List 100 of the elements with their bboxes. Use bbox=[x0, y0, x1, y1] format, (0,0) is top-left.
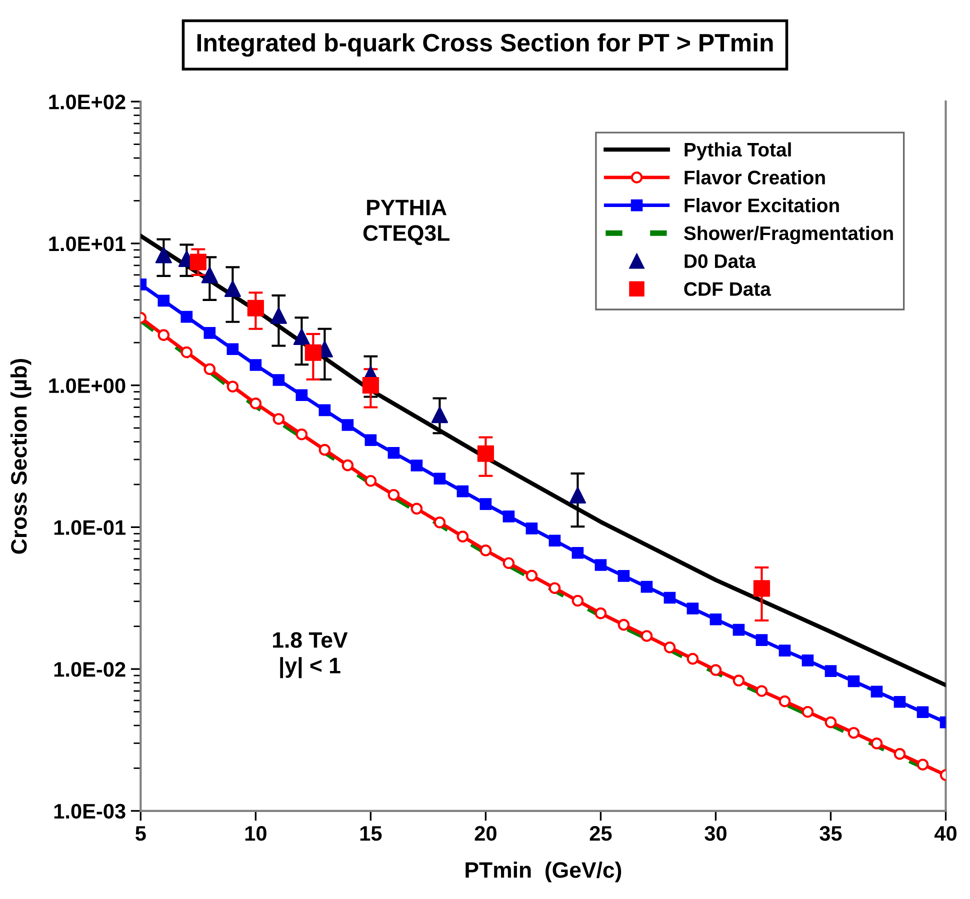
y-tick-label: 1.0E+01 bbox=[49, 236, 126, 252]
point bbox=[526, 522, 538, 534]
point bbox=[155, 246, 172, 264]
point bbox=[180, 310, 193, 323]
point bbox=[756, 685, 768, 697]
point bbox=[456, 530, 469, 542]
point bbox=[572, 546, 584, 559]
y-tick-label: 1.0E-01 bbox=[54, 520, 126, 535]
point bbox=[732, 624, 745, 636]
x-tick-label: 10 bbox=[245, 826, 266, 841]
legend-label: Flavor Excitation bbox=[684, 198, 839, 212]
point bbox=[410, 502, 423, 515]
point bbox=[224, 280, 241, 297]
point bbox=[410, 460, 423, 472]
point bbox=[640, 630, 653, 642]
point bbox=[250, 398, 262, 410]
point bbox=[204, 327, 216, 339]
point bbox=[434, 472, 446, 485]
point bbox=[158, 294, 170, 307]
x-tick-label: 5 bbox=[136, 826, 146, 841]
point bbox=[710, 664, 722, 676]
point bbox=[548, 534, 561, 547]
point bbox=[456, 485, 469, 498]
point bbox=[664, 642, 676, 654]
point bbox=[201, 266, 218, 284]
x-tick-label: 20 bbox=[474, 826, 496, 841]
point bbox=[204, 363, 216, 376]
legend-label: Shower/Fragmentation bbox=[684, 226, 893, 244]
point bbox=[434, 516, 446, 528]
point bbox=[848, 726, 860, 739]
point bbox=[894, 748, 906, 760]
point bbox=[342, 419, 354, 431]
y-tick-label: 1.0E-03 bbox=[54, 804, 126, 819]
point bbox=[318, 444, 331, 456]
point bbox=[569, 486, 586, 504]
legend-label: Pythia Total bbox=[684, 142, 791, 160]
point bbox=[870, 738, 883, 750]
point bbox=[247, 300, 264, 316]
annotation: PYTHIA CTEQ3L bbox=[363, 200, 450, 246]
point bbox=[824, 716, 837, 728]
point bbox=[848, 675, 860, 688]
y-axis-title: Cross Section (µb) bbox=[10, 358, 32, 554]
point bbox=[272, 413, 285, 425]
point bbox=[870, 686, 883, 698]
point bbox=[618, 570, 630, 582]
point bbox=[640, 580, 653, 593]
point bbox=[732, 674, 745, 686]
point bbox=[824, 665, 837, 677]
point bbox=[710, 613, 722, 626]
point bbox=[364, 474, 377, 487]
point bbox=[296, 428, 308, 440]
x-tick-label: 15 bbox=[360, 826, 382, 841]
legend-label: Flavor Creation bbox=[684, 170, 825, 184]
annotation: 1.8 TeV |y| < 1 bbox=[273, 632, 348, 678]
chart-title: Integrated b-quark Cross Section for PT > PTmin bbox=[197, 33, 773, 57]
point bbox=[778, 695, 791, 708]
point bbox=[572, 594, 584, 607]
point bbox=[226, 343, 239, 356]
point bbox=[664, 592, 676, 604]
point bbox=[342, 459, 354, 472]
x-axis-title: PTmin (GeV/c) bbox=[466, 862, 622, 882]
point bbox=[431, 406, 448, 424]
legend-label: D0 Data bbox=[684, 254, 756, 268]
legend-label: CDF Data bbox=[684, 282, 772, 296]
point bbox=[753, 580, 770, 597]
point bbox=[916, 706, 929, 718]
point bbox=[686, 602, 699, 614]
point bbox=[388, 488, 400, 501]
x-tick-label: 35 bbox=[820, 826, 842, 841]
point bbox=[618, 618, 630, 631]
x-tick-label: 25 bbox=[590, 826, 612, 841]
point bbox=[226, 380, 239, 392]
point bbox=[158, 329, 170, 341]
x-tick-label: 30 bbox=[704, 826, 726, 841]
point bbox=[802, 654, 814, 666]
point bbox=[686, 652, 699, 665]
point bbox=[190, 254, 206, 270]
point bbox=[502, 510, 515, 522]
y-tick-label: 1.0E+00 bbox=[49, 378, 126, 394]
point bbox=[502, 557, 515, 570]
point bbox=[304, 344, 322, 361]
point bbox=[296, 389, 308, 402]
point bbox=[894, 696, 906, 708]
point bbox=[548, 582, 561, 594]
point bbox=[272, 374, 285, 386]
point bbox=[594, 559, 607, 571]
point bbox=[526, 570, 538, 582]
point bbox=[364, 434, 377, 446]
point bbox=[270, 307, 287, 324]
point bbox=[916, 758, 929, 771]
point bbox=[756, 634, 768, 646]
point bbox=[480, 544, 492, 556]
point bbox=[362, 377, 379, 394]
point bbox=[802, 706, 814, 718]
point bbox=[594, 607, 607, 620]
point bbox=[293, 328, 310, 346]
point bbox=[250, 359, 262, 371]
point bbox=[480, 498, 492, 510]
y-tick-label: 1.0E-02 bbox=[54, 662, 126, 677]
point bbox=[477, 445, 494, 462]
